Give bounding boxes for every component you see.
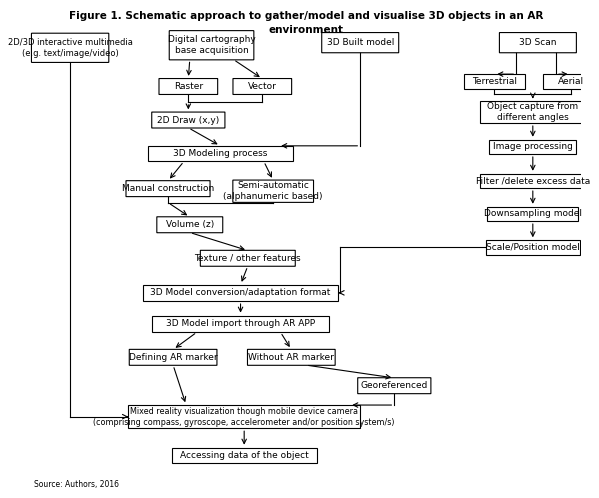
Text: Volume (z): Volume (z)	[166, 220, 214, 229]
Text: 2D/3D interactive multimedia
(e.g. text/image/video): 2D/3D interactive multimedia (e.g. text/…	[8, 38, 132, 58]
FancyBboxPatch shape	[143, 284, 338, 301]
Text: 3D Built model: 3D Built model	[326, 38, 394, 47]
FancyBboxPatch shape	[200, 250, 295, 266]
Text: Georeferenced: Georeferenced	[361, 381, 428, 390]
FancyBboxPatch shape	[152, 316, 329, 332]
FancyBboxPatch shape	[170, 30, 254, 60]
Text: Object capture from
different angles: Object capture from different angles	[487, 102, 579, 123]
FancyBboxPatch shape	[247, 350, 335, 366]
FancyBboxPatch shape	[172, 448, 317, 463]
FancyBboxPatch shape	[464, 74, 525, 89]
Text: Texture / other features: Texture / other features	[195, 254, 301, 263]
Text: Scale/Position model: Scale/Position model	[486, 243, 580, 252]
Text: Semi-automatic
(alphanumeric based): Semi-automatic (alphanumeric based)	[223, 181, 323, 201]
Text: 3D Model import through AR APP: 3D Model import through AR APP	[166, 319, 315, 328]
FancyBboxPatch shape	[129, 350, 217, 366]
Text: 3D Model conversion/adaptation format: 3D Model conversion/adaptation format	[150, 288, 331, 297]
FancyBboxPatch shape	[157, 217, 223, 233]
Text: Without AR marker: Without AR marker	[249, 353, 334, 362]
FancyBboxPatch shape	[480, 174, 585, 188]
FancyBboxPatch shape	[126, 181, 210, 197]
Text: Raster: Raster	[174, 82, 203, 91]
Text: 3D Modeling process: 3D Modeling process	[173, 149, 267, 158]
FancyBboxPatch shape	[489, 139, 576, 154]
FancyBboxPatch shape	[480, 102, 585, 123]
FancyBboxPatch shape	[233, 180, 313, 202]
Text: Accessing data of the object: Accessing data of the object	[180, 451, 308, 460]
FancyBboxPatch shape	[543, 74, 598, 89]
FancyBboxPatch shape	[322, 32, 399, 53]
Text: Filter /delete excess data: Filter /delete excess data	[476, 176, 590, 185]
Text: Downsampling model: Downsampling model	[484, 210, 582, 219]
Text: Vector: Vector	[248, 82, 277, 91]
Text: Figure 1. Schematic approach to gather/model and visualise 3D objects in an AR
e: Figure 1. Schematic approach to gather/m…	[69, 10, 543, 35]
Text: Defining AR marker: Defining AR marker	[129, 353, 217, 362]
FancyBboxPatch shape	[358, 377, 431, 394]
FancyBboxPatch shape	[500, 32, 576, 53]
FancyBboxPatch shape	[488, 207, 578, 221]
FancyBboxPatch shape	[152, 112, 225, 128]
Text: Source: Authors, 2016: Source: Authors, 2016	[34, 480, 119, 489]
Text: Terrestrial: Terrestrial	[472, 77, 517, 86]
Text: Aerial: Aerial	[558, 77, 583, 86]
Text: Mixed reality visualization though mobile device camera
(comprising compass, gyr: Mixed reality visualization though mobil…	[93, 406, 395, 427]
Text: Image processing: Image processing	[493, 142, 573, 151]
Text: 2D Draw (x,y): 2D Draw (x,y)	[157, 116, 219, 124]
FancyBboxPatch shape	[31, 33, 109, 62]
Text: Manual construction: Manual construction	[122, 184, 214, 193]
Text: Digital cartography
base acquisition: Digital cartography base acquisition	[168, 35, 255, 55]
FancyBboxPatch shape	[486, 240, 580, 254]
FancyBboxPatch shape	[233, 79, 292, 95]
FancyBboxPatch shape	[148, 146, 293, 161]
FancyBboxPatch shape	[128, 405, 360, 428]
FancyBboxPatch shape	[159, 79, 217, 95]
Text: 3D Scan: 3D Scan	[519, 38, 556, 47]
